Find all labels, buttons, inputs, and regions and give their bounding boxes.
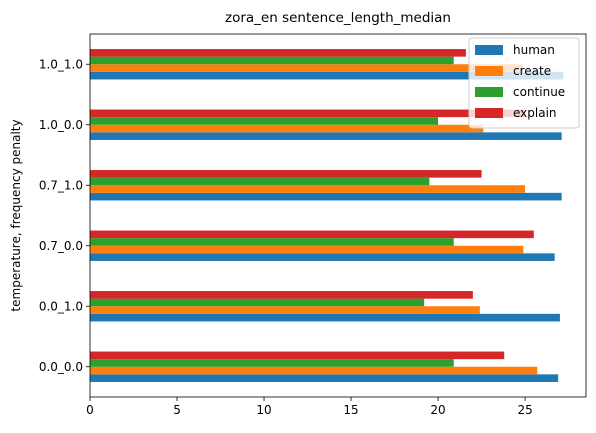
- bar-continue-0.7_0.0: [90, 238, 454, 246]
- x-tick-label: 0: [86, 403, 94, 417]
- bar-create-0.0_1.0: [90, 306, 480, 314]
- bar-human-0.7_0.0: [90, 253, 555, 261]
- bar-continue-0.0_0.0: [90, 359, 454, 367]
- legend: human create continue explain: [468, 37, 580, 129]
- bar-continue-0.7_1.0: [90, 177, 430, 186]
- y-tick-label: 1.0_1.0: [39, 57, 83, 71]
- legend-swatch-explain: [475, 108, 503, 118]
- bar-human-0.7_1.0: [90, 192, 562, 201]
- y-tick-label: 1.0_0.0: [39, 118, 83, 132]
- legend-swatch-create: [475, 66, 503, 76]
- legend-label-explain: explain: [513, 106, 557, 120]
- chart-title: zora_en sentence_length_median: [225, 10, 451, 26]
- legend-label-continue: continue: [513, 85, 565, 99]
- legend-swatch-continue: [475, 87, 503, 97]
- bar-create-0.7_1.0: [90, 185, 526, 193]
- plot-frame: [89, 33, 587, 398]
- bar-explain-0.0_0.0: [90, 351, 505, 360]
- x-tick-label: 15: [343, 403, 358, 417]
- y-tick-label: 0.0_0.0: [39, 360, 83, 374]
- legend-swatch-human: [475, 45, 503, 55]
- bar-human-1.0_0.0: [90, 132, 562, 140]
- bar-create-1.0_1.0: [90, 64, 524, 72]
- legend-box: [468, 37, 580, 129]
- bar-explain-0.0_1.0: [90, 291, 473, 299]
- legend-label-create: create: [513, 64, 551, 78]
- y-tick-label: 0.0_1.0: [39, 299, 83, 313]
- bar-explain-0.7_1.0: [90, 170, 482, 178]
- bar-explain-1.0_0.0: [90, 109, 526, 118]
- ticks-layer: 0 5 10 15 20 25 0.0_0.0 0.0_1.0 0.7_0.0 0.7_1.0 1.…: [39, 57, 533, 417]
- bar-create-0.0_0.0: [90, 366, 538, 375]
- bar-human-1.0_1.0: [90, 71, 564, 80]
- y-axis-label: temperature, frequency penalty: [9, 119, 23, 311]
- x-tick-label: 10: [256, 403, 271, 417]
- y-tick-label: 0.7_0.0: [39, 239, 83, 253]
- bar-explain-0.7_0.0: [90, 230, 534, 239]
- bar-human-0.0_1.0: [90, 313, 560, 322]
- legend-label-human: human: [513, 43, 555, 57]
- y-tick-label: 0.7_1.0: [39, 178, 83, 192]
- x-tick-label: 20: [430, 403, 445, 417]
- bar-continue-1.0_1.0: [90, 56, 454, 65]
- x-tick-label: 25: [517, 403, 532, 417]
- bar-continue-1.0_0.0: [90, 117, 439, 125]
- bar-create-0.7_0.0: [90, 245, 524, 254]
- bars-layer: [90, 49, 564, 382]
- bar-continue-0.0_1.0: [90, 298, 425, 307]
- x-tick-label: 5: [173, 403, 181, 417]
- bar-human-0.0_0.0: [90, 374, 559, 382]
- bar-explain-1.0_1.0: [90, 49, 466, 57]
- bar-create-1.0_0.0: [90, 124, 484, 133]
